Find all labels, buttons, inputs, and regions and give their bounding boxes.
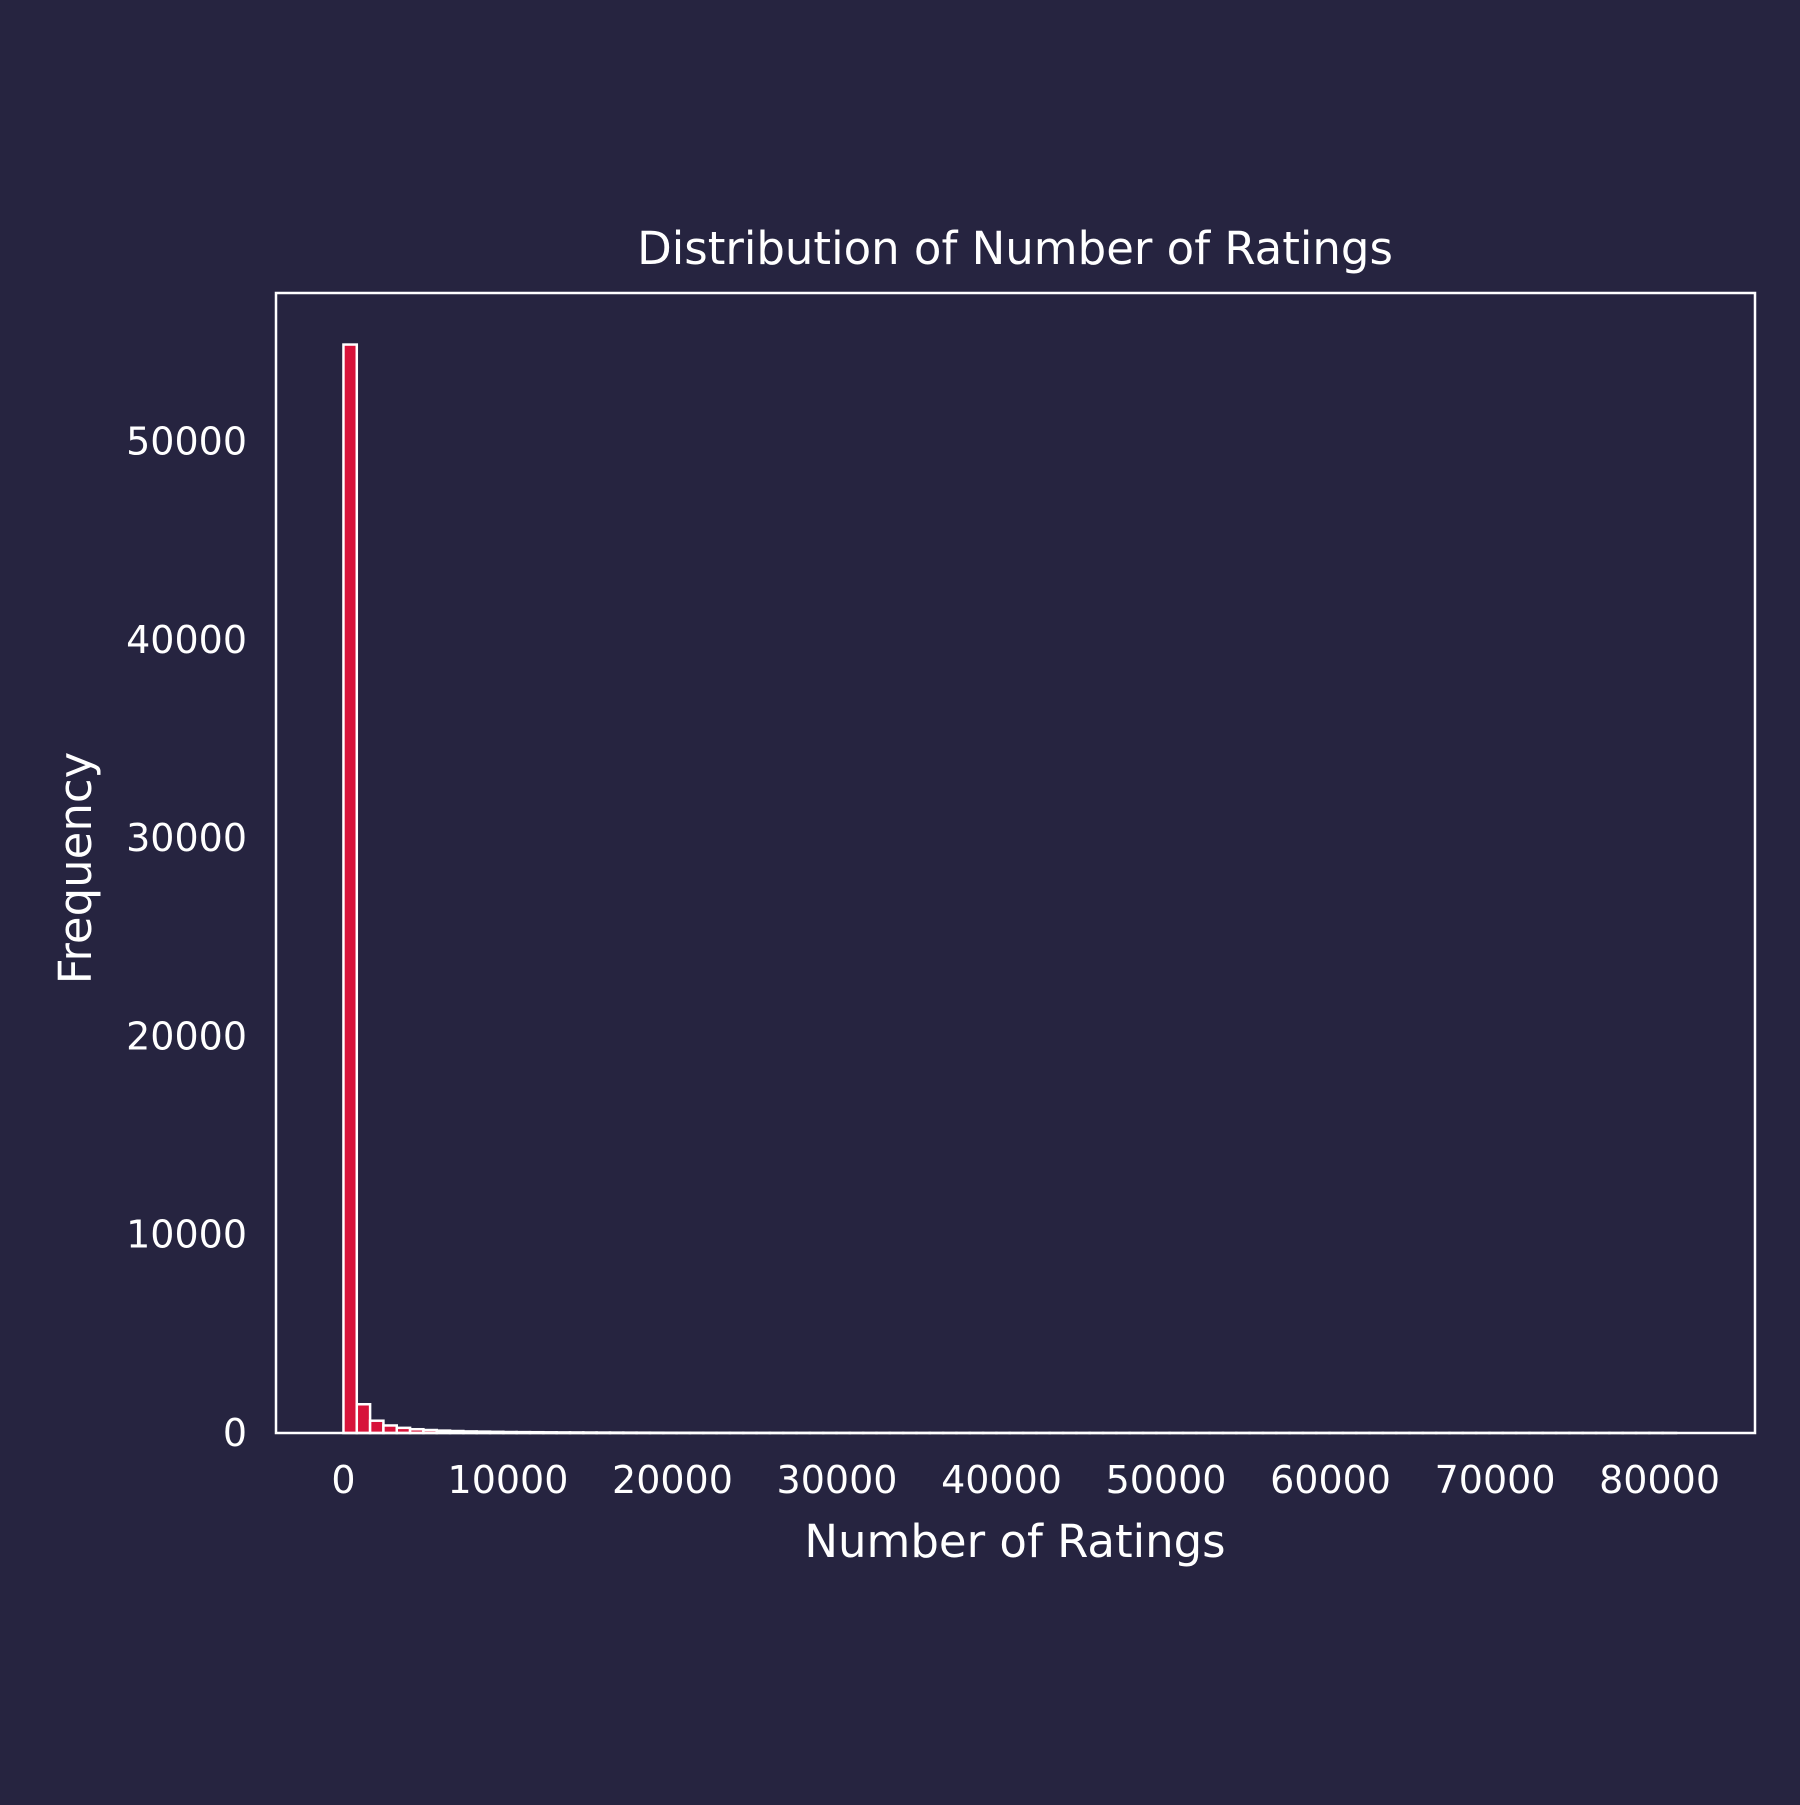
histogram-bar bbox=[343, 345, 356, 1433]
x-tick-label: 60000 bbox=[1270, 1458, 1391, 1502]
y-tick-label: 40000 bbox=[126, 618, 247, 662]
x-tick-label: 70000 bbox=[1435, 1458, 1556, 1502]
histogram-bar bbox=[370, 1421, 383, 1433]
y-axis-label: Frequency bbox=[49, 752, 102, 984]
x-tick-labels: 0 10000 20000 30000 40000 50000 60000 70000 8000… bbox=[331, 1458, 1720, 1502]
x-tick-label: 50000 bbox=[1106, 1458, 1227, 1502]
histogram-bar bbox=[357, 1404, 370, 1433]
y-tick-label: 50000 bbox=[126, 420, 247, 464]
x-tick-label: 10000 bbox=[448, 1458, 569, 1502]
y-tick-label: 20000 bbox=[126, 1014, 247, 1058]
y-tick-label: 0 bbox=[223, 1411, 247, 1455]
chart-title: Distribution of Number of Ratings bbox=[637, 222, 1393, 275]
x-tick-label: 30000 bbox=[777, 1458, 898, 1502]
x-tick-label: 40000 bbox=[941, 1458, 1062, 1502]
x-axis-label: Number of Ratings bbox=[804, 1515, 1225, 1568]
x-tick-label: 20000 bbox=[612, 1458, 733, 1502]
y-tick-label: 30000 bbox=[126, 816, 247, 860]
x-tick-label: 80000 bbox=[1599, 1458, 1720, 1502]
y-tick-label: 10000 bbox=[126, 1213, 247, 1257]
x-tick-label: 0 bbox=[331, 1458, 355, 1502]
